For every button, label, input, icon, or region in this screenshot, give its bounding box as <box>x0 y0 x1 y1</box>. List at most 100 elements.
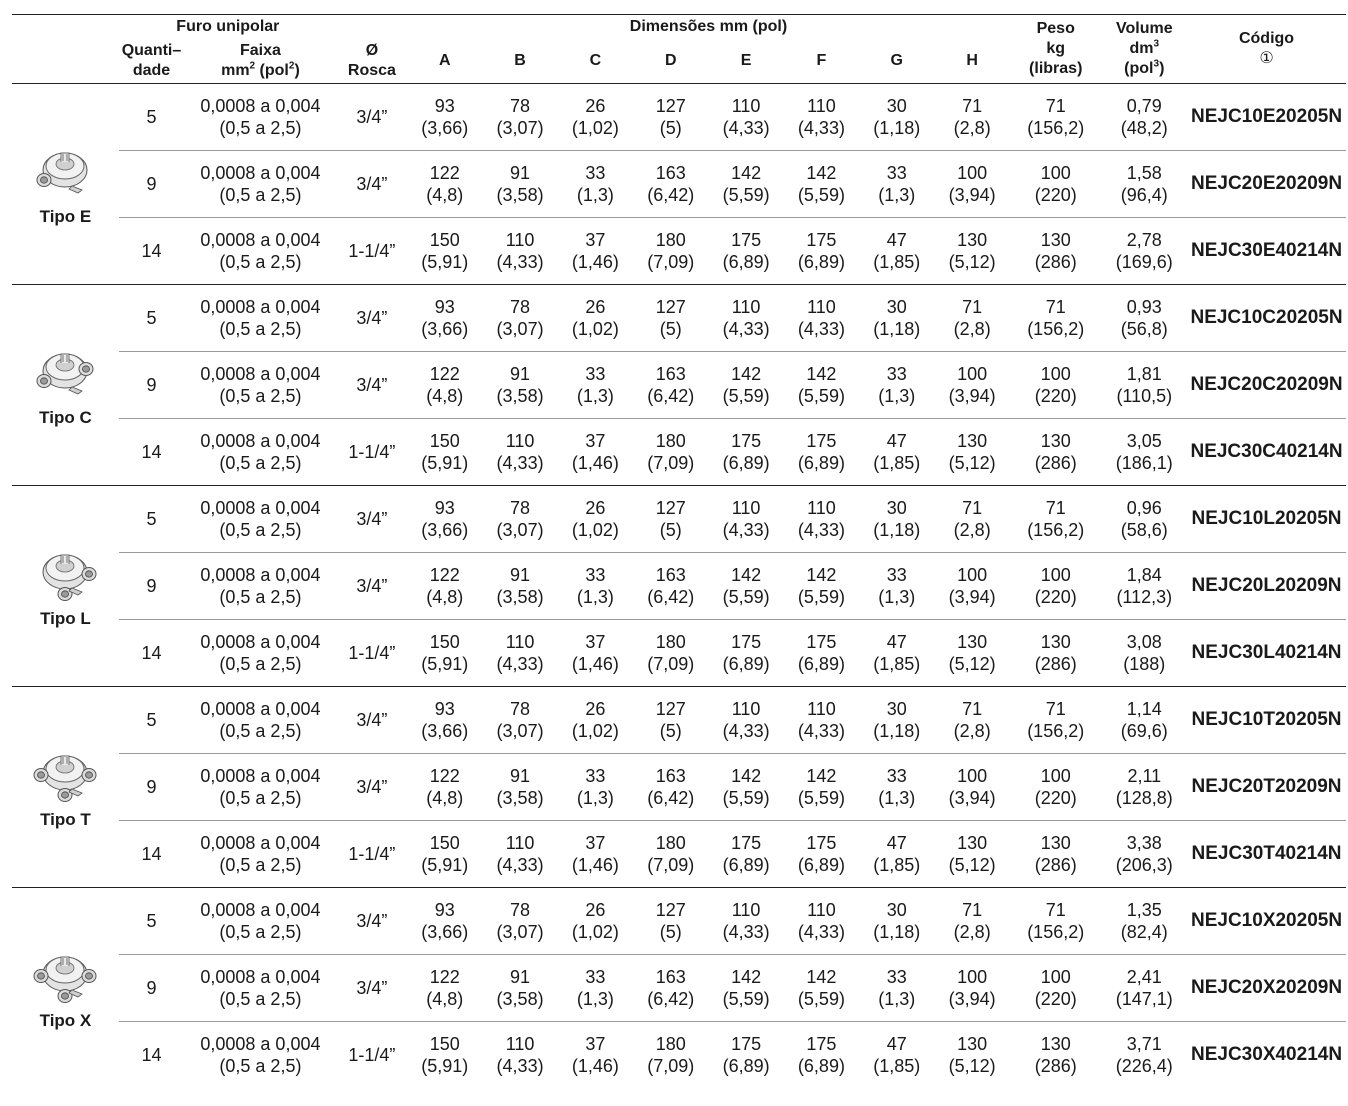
dim-e-cell: 142 (5,59) <box>708 954 784 1022</box>
dim-mm-value: 91 <box>510 163 531 183</box>
header-volume-line1: Volume <box>1115 20 1173 37</box>
table-row: 9 0,0008 a 0,004 (0,5 a 2,5) 3/4” 122 (4,8) 91… <box>12 552 1346 620</box>
dim-in-value: (6,89) <box>797 855 845 875</box>
dim-mm-value: 26 <box>585 699 606 719</box>
dim-in-value: (3,94) <box>948 587 996 607</box>
weight-cell: 130 (286) <box>1009 619 1102 687</box>
junction-box-icon <box>33 956 97 1003</box>
weight-kg-value: 130 <box>1040 431 1071 451</box>
dim-in-value: (4,8) <box>426 989 464 1009</box>
volume-in3-value: (147,1) <box>1115 989 1173 1009</box>
quantity-cell: 5 <box>118 485 185 553</box>
dim-in-value: (1,3) <box>878 386 916 406</box>
dim-in-value: (3,94) <box>948 788 996 808</box>
dim-g-cell: 47 (1,85) <box>859 820 935 888</box>
dim-mm-value: 110 <box>505 1034 535 1054</box>
dim-in-value: (5,91) <box>421 1056 469 1076</box>
volume-dm3-value: 3,08 <box>1126 632 1162 652</box>
dim-in-value: (3,66) <box>421 721 469 741</box>
dim-in-value: (6,42) <box>647 185 695 205</box>
quantity-cell: 5 <box>118 686 185 754</box>
dim-mm-value: 110 <box>505 431 535 451</box>
dim-in-value: (1,02) <box>571 520 619 540</box>
dim-g-cell: 30 (1,18) <box>859 485 935 553</box>
volume-dm3-value: 3,05 <box>1126 431 1162 451</box>
dim-in-value: (5,59) <box>797 788 845 808</box>
dim-in-value: (5,59) <box>797 587 845 607</box>
dim-in-value: (1,18) <box>873 922 921 942</box>
table-header: Furo unipolar Dimensões mm (pol) Peso kg… <box>12 14 1346 84</box>
range-cell: 0,0008 a 0,004 (0,5 a 2,5) <box>184 820 337 888</box>
dim-mm-value: 142 <box>806 364 837 384</box>
range-cell: 0,0008 a 0,004 (0,5 a 2,5) <box>184 887 337 955</box>
dim-in-value: (4,33) <box>797 520 845 540</box>
dim-f-cell: 110 (4,33) <box>783 686 860 754</box>
dim-in-value: (5) <box>659 520 682 540</box>
dim-in-value: (1,46) <box>571 855 619 875</box>
header-faixa-unit-close: ) <box>294 62 300 79</box>
thread-cell: 1-1/4” <box>336 217 408 285</box>
weight-lb-value: (286) <box>1034 1056 1077 1076</box>
dim-h-cell: 130 (5,12) <box>934 820 1010 888</box>
dim-f-cell: 142 (5,59) <box>783 351 860 419</box>
range-primary: 0,0008 a 0,004 <box>200 900 321 920</box>
header-dim-a: A <box>407 39 483 84</box>
dim-mm-value: 33 <box>585 565 606 585</box>
dim-mm-value: 91 <box>510 565 531 585</box>
dim-in-value: (1,85) <box>873 252 921 272</box>
table-row: Tipo X 5 0,0008 a 0,004 (0,5 a 2,5) 3/4” 93 (3… <box>12 887 1346 1088</box>
dim-mm-value: 47 <box>886 230 907 250</box>
dim-mm-value: 130 <box>957 431 988 451</box>
dim-e-cell: 175 (6,89) <box>708 217 784 285</box>
dim-d-cell: 163 (6,42) <box>633 552 709 620</box>
weight-lb-value: (156,2) <box>1027 319 1085 339</box>
dim-mm-value: 93 <box>434 900 455 920</box>
dim-mm-value: 130 <box>957 1034 988 1054</box>
dim-mm-value: 30 <box>886 96 907 116</box>
table-row: Tipo L 5 0,0008 a 0,004 (0,5 a 2,5) 3/4” 93 (3… <box>12 485 1346 687</box>
header-faixa-line1: Faixa <box>239 42 281 59</box>
volume-in3-value: (226,4) <box>1115 1056 1173 1076</box>
dim-g-cell: 47 (1,85) <box>859 217 935 285</box>
dim-in-value: (7,09) <box>647 453 695 473</box>
dim-g-cell: 47 (1,85) <box>859 418 935 486</box>
dim-in-value: (1,18) <box>873 520 921 540</box>
dim-f-cell: 142 (5,59) <box>783 552 860 620</box>
dim-f-cell: 110 (4,33) <box>783 284 860 352</box>
dim-mm-value: 142 <box>731 766 762 786</box>
dim-mm-value: 37 <box>585 431 606 451</box>
header-volume-unit-alt: (pol <box>1124 60 1154 77</box>
footnote-marker-icon: ① <box>1259 50 1274 67</box>
header-peso-line1: Peso <box>1036 20 1075 37</box>
quantity-cell: 5 <box>118 284 185 352</box>
weight-cell: 71 (156,2) <box>1009 284 1102 352</box>
dim-d-cell: 127 (5) <box>633 686 709 754</box>
range-cell: 0,0008 a 0,004 (0,5 a 2,5) <box>184 619 337 687</box>
dim-in-value: (4,8) <box>426 587 464 607</box>
dim-f-cell: 110 (4,33) <box>783 485 860 553</box>
dim-in-value: (3,58) <box>496 587 544 607</box>
table-row: Tipo E 5 0,0008 a 0,004 (0,5 a 2,5) 3/4” 93 (3… <box>12 83 1346 285</box>
weight-lb-value: (156,2) <box>1027 520 1085 540</box>
volume-dm3-value: 3,38 <box>1126 833 1162 853</box>
dim-mm-value: 91 <box>510 364 531 384</box>
volume-dm3-value: 1,84 <box>1126 565 1162 585</box>
weight-cell: 130 (286) <box>1009 820 1102 888</box>
volume-cell: 1,14 (69,6) <box>1101 686 1188 754</box>
range-secondary: (0,5 a 2,5) <box>219 319 302 339</box>
dim-in-value: (5,59) <box>722 788 770 808</box>
weight-cell: 100 (220) <box>1009 150 1102 218</box>
dim-e-cell: 110 (4,33) <box>708 686 784 754</box>
volume-dm3-value: 1,81 <box>1126 364 1162 384</box>
header-codigo-line1: Código <box>1238 30 1295 47</box>
dim-in-value: (1,02) <box>571 922 619 942</box>
volume-cell: 2,11 (128,8) <box>1101 753 1188 821</box>
dim-in-value: (5,12) <box>948 453 996 473</box>
dim-in-value: (3,58) <box>496 386 544 406</box>
weight-cell: 130 (286) <box>1009 418 1102 486</box>
dim-h-cell: 100 (3,94) <box>934 954 1010 1022</box>
dim-f-cell: 175 (6,89) <box>783 1021 860 1088</box>
range-primary: 0,0008 a 0,004 <box>200 498 321 518</box>
table-row: 14 0,0008 a 0,004 (0,5 a 2,5) 1-1/4” 150 (5,9… <box>12 217 1346 285</box>
dim-e-cell: 110 (4,33) <box>708 485 784 553</box>
